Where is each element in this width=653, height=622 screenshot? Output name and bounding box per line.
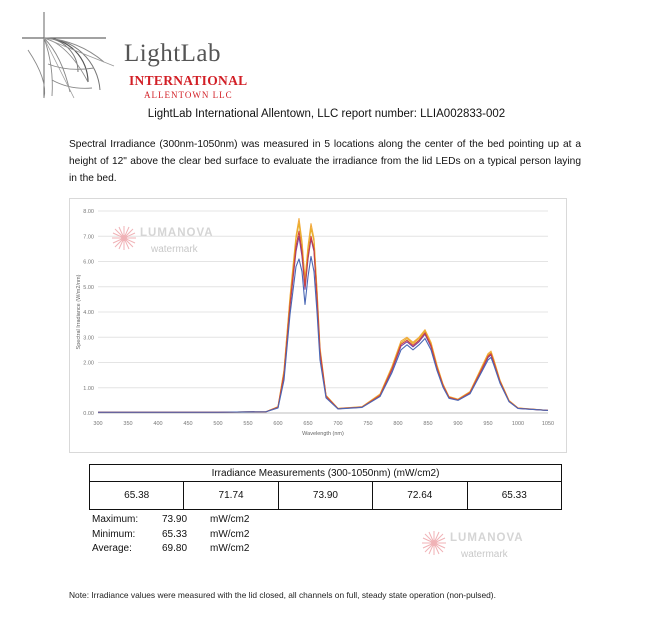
y-axis-label: Spectral Irradiance (W/m2/nm) (76, 274, 82, 349)
page-watermark: LUMANOVA watermark (420, 529, 540, 569)
y-tick-label: 2.00 (83, 361, 94, 367)
globe-logo-icon (22, 12, 115, 99)
y-tick-label: 6.00 (83, 260, 94, 266)
stat-label: Minimum: (92, 528, 136, 540)
table-cell: 72.64 (372, 481, 468, 510)
stat-value: 65.33 (162, 528, 188, 540)
series-line-4 (98, 230, 549, 413)
table-row: 65.38 71.74 73.90 72.64 65.33 (88, 481, 562, 510)
stat-unit: mW/cm2 (210, 514, 250, 525)
report-title: LightLab International Allentown, LLC re… (147, 108, 506, 120)
lightlab-logo: LightLab INTERNATIONAL ALLENTOWN LLC (18, 10, 247, 100)
x-tick-label: 800 (393, 421, 402, 427)
x-tick-label: 500 (213, 421, 222, 427)
x-tick-label: 700 (333, 421, 342, 427)
table-cell: 73.90 (277, 481, 374, 510)
watermark-brand: LUMANOVA (450, 532, 524, 544)
x-tick-label: 850 (423, 421, 432, 427)
x-tick-label: 400 (153, 421, 162, 427)
stat-value: 73.90 (162, 514, 188, 525)
y-tick-label: 0.00 (83, 411, 94, 417)
chart-svg: 0.00 1.00 2.00 3.00 4.00 5.00 6.00 7.00 8.00 300 3… (76, 209, 554, 437)
x-tick-label: 300 (93, 421, 102, 427)
y-tick-label: 1.00 (83, 386, 94, 392)
stat-unit: mW/cm2 (210, 543, 250, 554)
watermark-label: watermark (151, 244, 198, 255)
stat-row-minimum: Minimum: 65.33 mW/cm2 (92, 528, 249, 543)
stat-row-average: Average: 69.80 mW/cm2 (92, 542, 249, 557)
table-cell: 71.74 (183, 481, 279, 510)
starburst-icon (112, 226, 136, 250)
y-tick-label: 5.00 (83, 285, 94, 291)
intro-paragraph: Spectral Irradiance (300nm-1050nm) was m… (69, 139, 581, 184)
x-tick-label: 1050 (542, 421, 554, 427)
x-tick-label: 350 (123, 421, 132, 427)
logo-location: ALLENTOWN LLC (144, 90, 233, 100)
y-tick-label: 3.00 (83, 335, 94, 341)
stat-unit: mW/cm2 (210, 528, 250, 540)
footnote: Note: Irradiance values were measured wi… (69, 590, 496, 600)
x-axis-label: Wavelength (nm) (302, 431, 344, 437)
logo-subtitle: INTERNATIONAL (129, 73, 248, 88)
table-header-row: Irradiance Measurements (300-1050nm) (mW… (89, 464, 562, 482)
table-header: Irradiance Measurements (300-1050nm) (mW… (89, 464, 562, 482)
stat-value: 69.80 (162, 543, 188, 554)
chart-watermark: LUMANOVA watermark (110, 224, 230, 264)
x-tick-label: 750 (363, 421, 372, 427)
x-tick-label: 550 (243, 421, 252, 427)
spectral-irradiance-chart: 0.00 1.00 2.00 3.00 4.00 5.00 6.00 7.00 8.00 300 3… (69, 198, 567, 453)
x-tick-label: 1000 (512, 421, 524, 427)
starburst-icon (422, 531, 446, 555)
summary-stats: Maximum: 73.90 mW/cm2 Minimum: 65.33 mW/… (92, 513, 249, 557)
stat-label: Maximum: (92, 514, 139, 525)
series-line-5 (98, 255, 549, 413)
table-cell: 65.33 (466, 481, 562, 510)
y-tick-label: 7.00 (83, 234, 94, 240)
watermark-brand: LUMANOVA (140, 227, 214, 239)
x-tick-label: 650 (303, 421, 312, 427)
x-tick-label: 900 (453, 421, 462, 427)
stat-label: Average: (92, 543, 132, 554)
x-tick-label: 950 (483, 421, 492, 427)
y-tick-label: 4.00 (83, 310, 94, 316)
x-tick-label: 600 (273, 421, 282, 427)
stat-row-maximum: Maximum: 73.90 mW/cm2 (92, 513, 249, 528)
irradiance-table: Irradiance Measurements (300-1050nm) (mW… (88, 464, 562, 510)
logo-title: LightLab (124, 40, 222, 67)
x-tick-label: 450 (183, 421, 192, 427)
y-tick-label: 8.00 (83, 209, 94, 215)
watermark-label: watermark (461, 549, 508, 560)
table-cell: 65.38 (88, 481, 185, 510)
